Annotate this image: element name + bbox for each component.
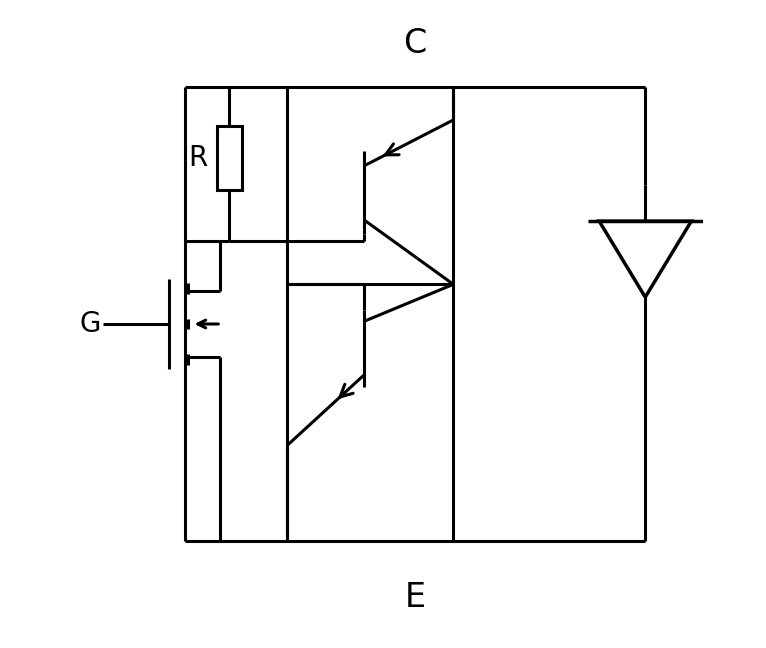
- Text: E: E: [404, 581, 426, 614]
- Text: C: C: [404, 27, 427, 60]
- Text: G: G: [80, 310, 100, 338]
- Bar: [217, 126, 242, 190]
- Text: R: R: [188, 144, 207, 172]
